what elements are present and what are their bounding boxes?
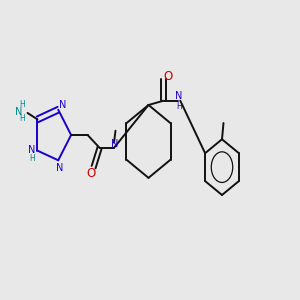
Text: O: O bbox=[163, 70, 172, 83]
Text: H: H bbox=[20, 114, 25, 123]
Text: N: N bbox=[111, 140, 118, 149]
Text: N: N bbox=[16, 107, 23, 117]
Text: H: H bbox=[20, 100, 25, 109]
Text: H: H bbox=[29, 154, 35, 163]
Text: O: O bbox=[87, 167, 96, 180]
Text: H: H bbox=[176, 102, 182, 111]
Text: N: N bbox=[59, 100, 66, 110]
Text: N: N bbox=[28, 145, 36, 155]
Text: N: N bbox=[175, 91, 182, 100]
Text: N: N bbox=[56, 163, 63, 173]
